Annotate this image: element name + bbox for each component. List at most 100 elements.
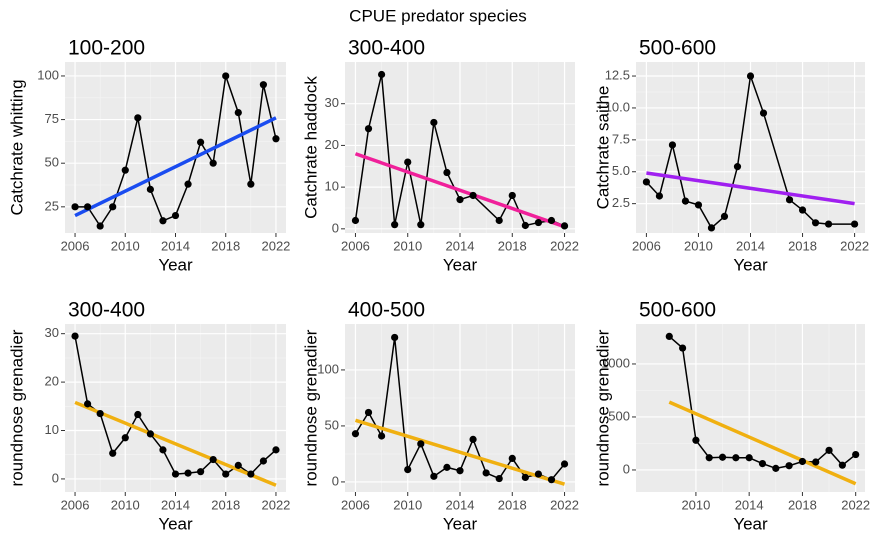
data-point <box>247 180 255 188</box>
x-tick-label: 2018 <box>211 238 240 253</box>
y-tick-label: 50 <box>45 155 59 170</box>
data-point <box>759 109 768 117</box>
x-axis-label: Year <box>443 514 478 533</box>
x-tick-label: 2014 <box>446 497 475 512</box>
x-tick-label: 2022 <box>841 497 870 512</box>
data-point <box>417 221 425 229</box>
data-point <box>665 332 673 341</box>
data-point <box>482 469 490 477</box>
trend-line <box>74 116 277 218</box>
x-tick-label: 2014 <box>161 497 190 512</box>
y-tick-label: 10.0 <box>605 99 630 114</box>
data-point <box>534 470 543 478</box>
data-point <box>745 454 753 462</box>
data-point <box>798 457 807 466</box>
data-point <box>197 468 205 476</box>
data-point <box>850 220 859 228</box>
data-point <box>134 410 142 419</box>
x-tick-label: 2006 <box>61 497 90 512</box>
x-tick-label: 2022 <box>261 238 290 253</box>
data-point <box>547 216 556 225</box>
data-point <box>681 197 690 205</box>
trend-line <box>646 171 855 206</box>
data-point <box>222 470 230 478</box>
data-point <box>404 466 412 474</box>
data-point <box>377 432 386 440</box>
panel-background <box>636 324 865 492</box>
x-tick-label: 2010 <box>684 238 713 253</box>
y-tick-label: 0 <box>623 461 630 476</box>
data-point <box>443 168 451 177</box>
x-tick-label: 2006 <box>61 238 90 253</box>
y-tick-label: 0 <box>52 470 59 485</box>
x-tick-label: 2014 <box>736 238 765 253</box>
data-point <box>456 196 464 204</box>
data-point <box>84 203 92 211</box>
x-tick-label: 2010 <box>111 497 140 512</box>
y-tick-label: 1000 <box>601 355 630 370</box>
x-tick-label: 2018 <box>788 238 817 253</box>
panel-title: 100-200 <box>68 37 145 60</box>
y-axis-label: Catchrate saithe <box>593 86 612 210</box>
x-tick-label: 2014 <box>161 238 190 253</box>
data-point <box>430 118 438 127</box>
data-point <box>71 332 79 340</box>
data-point <box>364 125 373 133</box>
y-tick-label: 75 <box>45 111 59 126</box>
x-axis-label: Year <box>733 255 768 274</box>
y-tick-label: 30 <box>325 95 339 110</box>
data-point <box>547 476 556 484</box>
data-point <box>404 158 412 166</box>
data-point <box>146 185 154 193</box>
data-point <box>443 463 451 471</box>
data-point <box>772 464 780 472</box>
data-point <box>785 196 794 204</box>
data-point <box>694 201 703 209</box>
x-tick-label: 2022 <box>550 238 579 253</box>
x-tick-label: 2018 <box>788 497 817 512</box>
data-point <box>391 333 399 342</box>
data-point <box>377 70 386 79</box>
data-point <box>812 458 820 466</box>
data-point <box>495 474 503 483</box>
y-tick-label: 20 <box>325 137 339 152</box>
trend-line <box>354 152 566 229</box>
y-axis-label: Catchrate whitting <box>7 79 26 215</box>
data-point <box>560 222 569 230</box>
data-point <box>259 457 267 465</box>
data-point <box>171 211 180 220</box>
y-axis-label: roundnose grenadier <box>301 329 320 486</box>
y-tick-label: 10 <box>45 422 59 437</box>
x-tick-label: 2010 <box>111 238 140 253</box>
data-point <box>222 72 230 80</box>
data-point <box>508 191 516 200</box>
x-tick-label: 2006 <box>632 238 661 253</box>
data-point <box>247 470 255 478</box>
data-point <box>692 436 700 444</box>
y-tick-label: 25 <box>45 198 59 213</box>
data-point <box>259 81 267 89</box>
data-point <box>811 219 820 227</box>
y-tick-label: 100 <box>37 67 59 82</box>
data-line <box>354 74 565 227</box>
data-point <box>642 178 651 186</box>
x-tick-label: 2022 <box>840 238 869 253</box>
x-tick-label: 2010 <box>393 238 422 253</box>
data-point <box>121 166 129 174</box>
data-point <box>469 435 477 443</box>
data-point <box>134 114 142 122</box>
data-point <box>668 141 677 149</box>
x-axis-label: Year <box>733 514 768 533</box>
data-point <box>798 206 807 214</box>
x-tick-label: 2010 <box>393 497 422 512</box>
data-point <box>495 216 503 225</box>
x-tick-label: 2022 <box>550 497 579 512</box>
x-tick-label: 2018 <box>498 497 527 512</box>
data-point <box>469 191 477 200</box>
data-point <box>96 222 104 230</box>
y-tick-label: 30 <box>45 325 59 340</box>
panel-title: 400-500 <box>348 299 425 322</box>
data-point <box>121 434 129 442</box>
x-tick-label: 2010 <box>681 497 710 512</box>
